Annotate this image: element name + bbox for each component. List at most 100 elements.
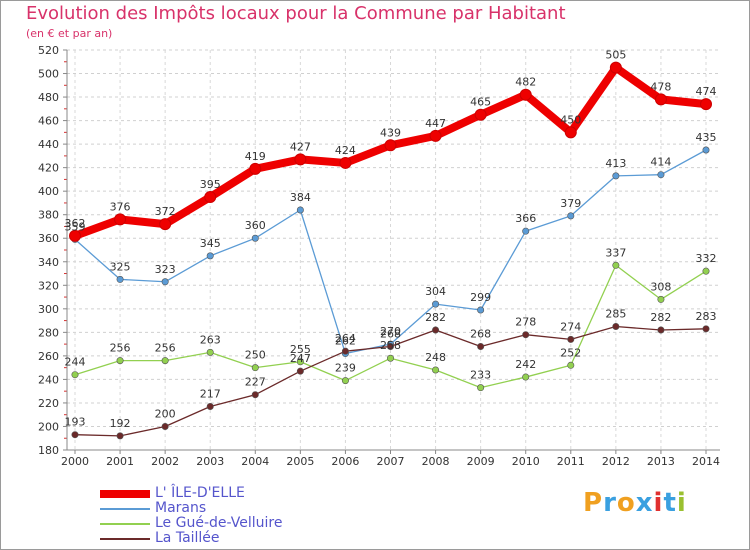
logo-letter: i xyxy=(653,488,664,518)
data-point xyxy=(700,98,712,111)
data-point xyxy=(159,218,172,231)
data-label: 362 xyxy=(65,217,86,230)
data-point xyxy=(294,153,307,166)
data-label: 345 xyxy=(200,237,221,250)
data-label: 282 xyxy=(650,311,671,324)
plot-area xyxy=(67,50,720,450)
data-label: 308 xyxy=(650,280,671,293)
data-label: 482 xyxy=(515,76,536,89)
data-point xyxy=(251,364,259,372)
data-point xyxy=(71,431,79,439)
data-point xyxy=(161,278,169,286)
x-tick-label: 2002 xyxy=(151,455,179,468)
data-label: 424 xyxy=(335,144,356,157)
data-point xyxy=(522,373,530,381)
data-label: 304 xyxy=(425,285,446,298)
data-label: 192 xyxy=(110,417,131,430)
data-point xyxy=(657,171,665,179)
data-label: 372 xyxy=(155,205,176,218)
data-label: 255 xyxy=(290,343,311,356)
data-label: 474 xyxy=(696,85,717,98)
legend-label: Le Gué-de-Velluire xyxy=(155,515,283,531)
legend-item: La Taillée xyxy=(100,531,282,546)
y-tick-label: 380 xyxy=(38,209,59,222)
data-point xyxy=(384,139,397,152)
data-point xyxy=(161,422,169,430)
data-point xyxy=(612,322,620,330)
x-tick-label: 2005 xyxy=(286,455,314,468)
data-point xyxy=(206,252,214,260)
x-tick-label: 2000 xyxy=(61,455,89,468)
x-tick-label: 2001 xyxy=(106,455,134,468)
data-label: 379 xyxy=(560,197,581,210)
data-label: 325 xyxy=(110,260,131,273)
data-label: 395 xyxy=(200,178,221,191)
legend-swatch xyxy=(100,507,150,510)
data-point xyxy=(341,347,349,355)
data-label: 264 xyxy=(335,332,356,345)
data-label: 227 xyxy=(245,376,266,389)
data-point xyxy=(116,357,124,365)
x-tick-label: 2013 xyxy=(647,455,675,468)
chart-title: Evolution des Impôts locaux pour la Comm… xyxy=(26,3,566,24)
y-tick-label: 460 xyxy=(38,115,59,128)
data-label: 256 xyxy=(110,342,131,355)
data-point xyxy=(612,172,620,180)
data-point xyxy=(429,129,442,142)
x-tick-label: 2007 xyxy=(377,455,405,468)
data-label: 233 xyxy=(470,369,491,382)
x-tick-label: 2011 xyxy=(557,455,585,468)
y-tick-label: 420 xyxy=(38,162,59,175)
data-point xyxy=(251,234,259,242)
data-label: 283 xyxy=(696,310,717,323)
data-label: 193 xyxy=(65,416,86,429)
data-label: 258 xyxy=(380,339,401,352)
x-tick-label: 2004 xyxy=(241,455,269,468)
data-point xyxy=(386,354,394,362)
data-point xyxy=(69,229,81,242)
data-label: 478 xyxy=(650,80,671,93)
data-point xyxy=(114,213,127,226)
x-tick-label: 2006 xyxy=(331,455,359,468)
data-point xyxy=(386,342,394,350)
data-point xyxy=(609,61,622,74)
data-label: 414 xyxy=(650,156,671,169)
data-label: 413 xyxy=(605,157,626,170)
data-point xyxy=(339,156,352,169)
data-label: 360 xyxy=(245,219,266,232)
data-point xyxy=(702,325,710,333)
data-label: 239 xyxy=(335,362,356,375)
data-point xyxy=(567,361,575,369)
data-point xyxy=(116,432,124,440)
data-point xyxy=(522,227,530,235)
data-point xyxy=(657,295,665,303)
legend-swatch xyxy=(100,537,150,540)
y-tick-label: 320 xyxy=(38,279,59,292)
data-label: 359 xyxy=(65,220,86,233)
data-point xyxy=(654,93,667,106)
data-point xyxy=(612,261,620,269)
chart-subtitle: (en € et par an) xyxy=(26,27,113,40)
legend: L' ÎLE-D'ELLE Marans Le Gué-de-Velluire La … xyxy=(100,486,282,546)
data-point xyxy=(702,267,710,275)
logo-letter: P xyxy=(583,488,604,518)
data-point xyxy=(432,300,440,308)
data-point xyxy=(204,191,217,204)
legend-item: Marans xyxy=(100,501,282,516)
data-label: 248 xyxy=(425,351,446,364)
data-point xyxy=(702,146,710,154)
data-point xyxy=(567,335,575,343)
x-tick-label: 2009 xyxy=(467,455,495,468)
y-tick-label: 260 xyxy=(38,350,59,363)
data-point xyxy=(474,108,487,121)
data-point xyxy=(206,402,214,410)
data-label: 200 xyxy=(155,407,176,420)
data-label: 274 xyxy=(560,320,581,333)
data-label: 465 xyxy=(470,96,491,109)
data-label: 285 xyxy=(605,307,626,320)
y-tick-label: 180 xyxy=(38,444,59,457)
logo-letter: r xyxy=(603,488,617,518)
data-point xyxy=(477,306,485,314)
y-tick-label: 280 xyxy=(38,326,59,339)
